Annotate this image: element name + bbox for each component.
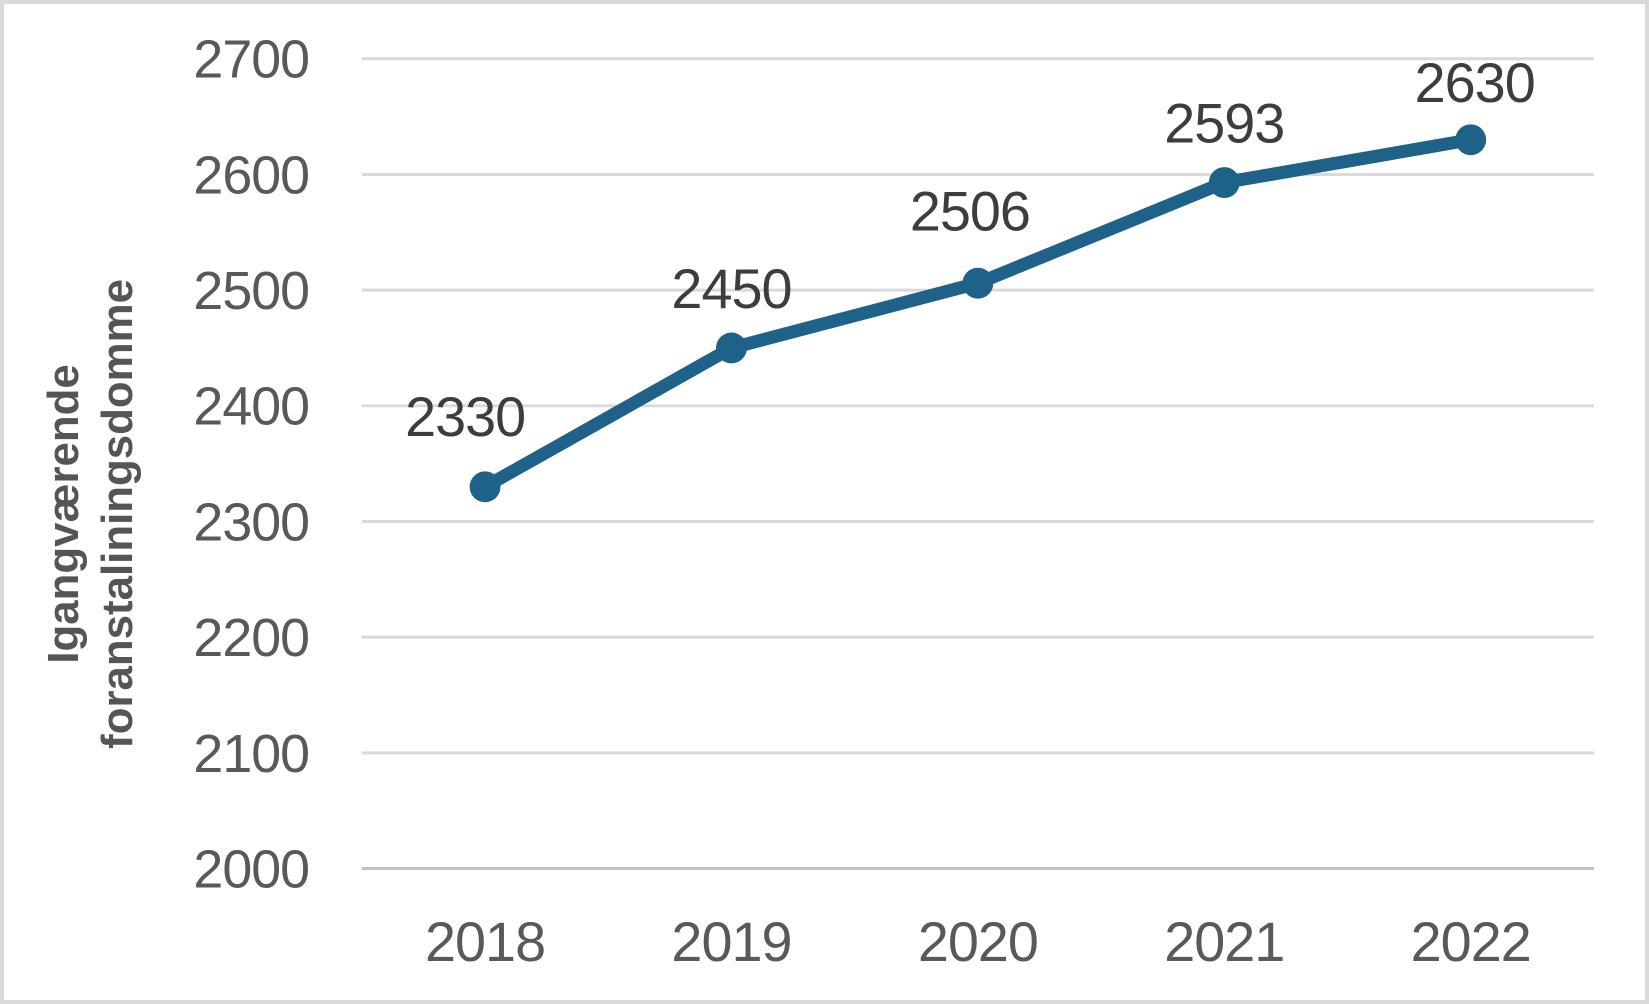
data-point-label: 2630: [1415, 52, 1535, 114]
data-point-labels: 2330 2450 2506 2593 2630: [405, 52, 1536, 448]
y-tick-label: 2200: [193, 608, 309, 668]
data-series: [469, 124, 1487, 503]
y-tick-label: 2700: [193, 30, 309, 90]
y-tick-label: 2100: [193, 724, 309, 784]
data-point-2021: [1208, 167, 1240, 198]
y-axis-title-line-1: Igangværende: [39, 364, 88, 663]
x-tick-label: 2022: [1411, 911, 1531, 973]
x-tick-label: 2020: [918, 911, 1038, 973]
x-axis-tick-labels: 2018 2019 2020 2021 2022: [425, 911, 1532, 973]
y-tick-label: 2300: [193, 492, 309, 552]
y-tick-label: 2400: [193, 377, 309, 437]
data-point-label: 2330: [405, 386, 525, 448]
x-tick-label: 2018: [425, 911, 545, 973]
y-tick-label: 2500: [193, 261, 309, 321]
y-axis-title-line-2: foranstaliningsdomme: [93, 279, 142, 749]
data-point-2019: [716, 332, 747, 364]
x-tick-label: 2021: [1164, 911, 1284, 973]
data-point-label: 2593: [1164, 93, 1284, 155]
y-axis-tick-labels: 2000 2100 2200 2300 2400 2500 2600 2700: [193, 30, 310, 900]
data-point-label: 2506: [910, 180, 1030, 242]
data-point-2020: [962, 267, 994, 299]
x-tick-label: 2019: [671, 911, 791, 973]
data-point-2018: [469, 471, 501, 503]
y-tick-label: 2000: [193, 839, 309, 899]
data-point-label: 2450: [671, 258, 791, 320]
data-point-2022: [1455, 124, 1487, 156]
y-tick-label: 2600: [193, 145, 309, 205]
